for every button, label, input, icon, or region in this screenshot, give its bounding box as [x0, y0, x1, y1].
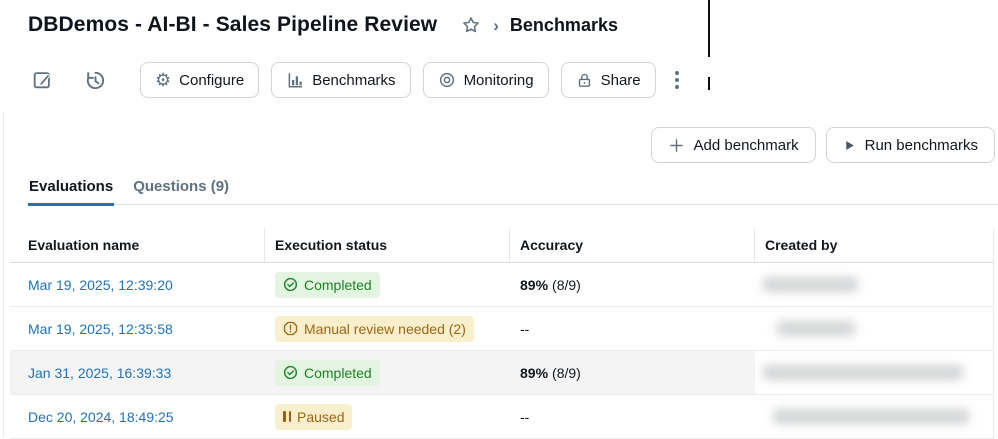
bar-chart-icon — [286, 71, 304, 89]
gear-icon: ⚙ — [155, 70, 172, 90]
breadcrumb-current: Benchmarks — [509, 14, 618, 35]
column-header-accuracy: Accuracy — [510, 228, 755, 262]
play-icon — [843, 139, 856, 152]
check-circle-icon — [283, 365, 298, 380]
configure-button[interactable]: ⚙ Configure — [140, 62, 260, 98]
created-by-cell — [755, 307, 993, 350]
benchmark-actions: Add benchmark Run benchmarks — [650, 127, 995, 163]
benchmarks-button[interactable]: Benchmarks — [271, 62, 411, 98]
edit-icon[interactable] — [30, 68, 54, 92]
run-benchmarks-button[interactable]: Run benchmarks — [825, 127, 995, 163]
status-badge: Completed — [275, 359, 380, 386]
evaluation-link[interactable]: Mar 19, 2025, 12:35:58 — [28, 320, 173, 337]
status-badge: Completed — [275, 271, 380, 298]
evaluations-table: Evaluation name Execution status Accurac… — [10, 228, 994, 439]
column-header-evaluation-name: Evaluation name — [10, 228, 265, 262]
accuracy-cell: 89% (8/9) — [520, 364, 581, 381]
vertical-line-artifact — [708, 77, 710, 90]
created-by-cell — [755, 395, 993, 438]
evaluation-link[interactable]: Mar 19, 2025, 12:39:20 — [28, 276, 173, 293]
redacted-created-by — [773, 409, 969, 424]
redacted-created-by — [763, 365, 963, 380]
accuracy-cell: -- — [520, 320, 530, 337]
check-circle-icon — [283, 277, 298, 292]
table-row[interactable]: Mar 19, 2025, 12:35:58 Manual review nee… — [10, 307, 993, 351]
page-header: DBDemos - AI-BI - Sales Pipeline Review … — [28, 13, 618, 37]
table-header: Evaluation name Execution status Accurac… — [10, 228, 993, 263]
panel-left-border — [3, 112, 4, 438]
exclamation-octagon-icon — [283, 321, 298, 336]
breadcrumb-separator: › — [493, 15, 499, 35]
column-header-execution-status: Execution status — [265, 228, 510, 262]
lock-icon — [576, 72, 593, 89]
evaluation-link[interactable]: Dec 20, 2024, 18:49:25 — [28, 408, 174, 425]
plus-icon — [668, 137, 685, 154]
vertical-line-artifact — [708, 0, 710, 57]
page-title: DBDemos - AI-BI - Sales Pipeline Review — [28, 13, 438, 36]
table-row[interactable]: Dec 20, 2024, 18:49:25 Paused -- — [10, 395, 993, 439]
tab-questions[interactable]: Questions (9) — [133, 178, 230, 195]
status-badge: Paused — [275, 403, 353, 430]
tab-evaluations[interactable]: Evaluations — [28, 170, 115, 206]
evaluation-link[interactable]: Jan 31, 2025, 16:39:33 — [28, 364, 172, 381]
share-button[interactable]: Share — [560, 62, 656, 98]
table-row[interactable]: Jan 31, 2025, 16:39:33 Completed 89% (8/… — [10, 351, 993, 395]
table-row[interactable]: Mar 19, 2025, 12:39:20 Completed 89% (8/… — [10, 263, 993, 307]
status-badge: Manual review needed (2) — [275, 315, 474, 342]
tab-bar: Evaluations Questions (9) — [28, 170, 998, 206]
history-icon[interactable] — [83, 68, 107, 92]
monitoring-target-icon — [438, 71, 456, 89]
kebab-menu-icon[interactable] — [666, 67, 688, 93]
monitoring-button[interactable]: Monitoring — [422, 62, 549, 98]
add-benchmark-button[interactable]: Add benchmark — [650, 127, 816, 163]
created-by-cell — [755, 263, 993, 306]
column-header-created-by: Created by — [765, 237, 838, 253]
accuracy-cell: 89% (8/9) — [520, 276, 581, 293]
created-by-cell — [755, 351, 993, 394]
redacted-created-by — [777, 321, 855, 336]
favorite-star-icon[interactable] — [461, 15, 481, 35]
accuracy-cell: -- — [520, 408, 530, 425]
toolbar: ⚙ Configure Benchmarks Monitoring — [30, 62, 688, 98]
redacted-created-by — [763, 277, 858, 292]
pause-icon — [283, 411, 291, 422]
